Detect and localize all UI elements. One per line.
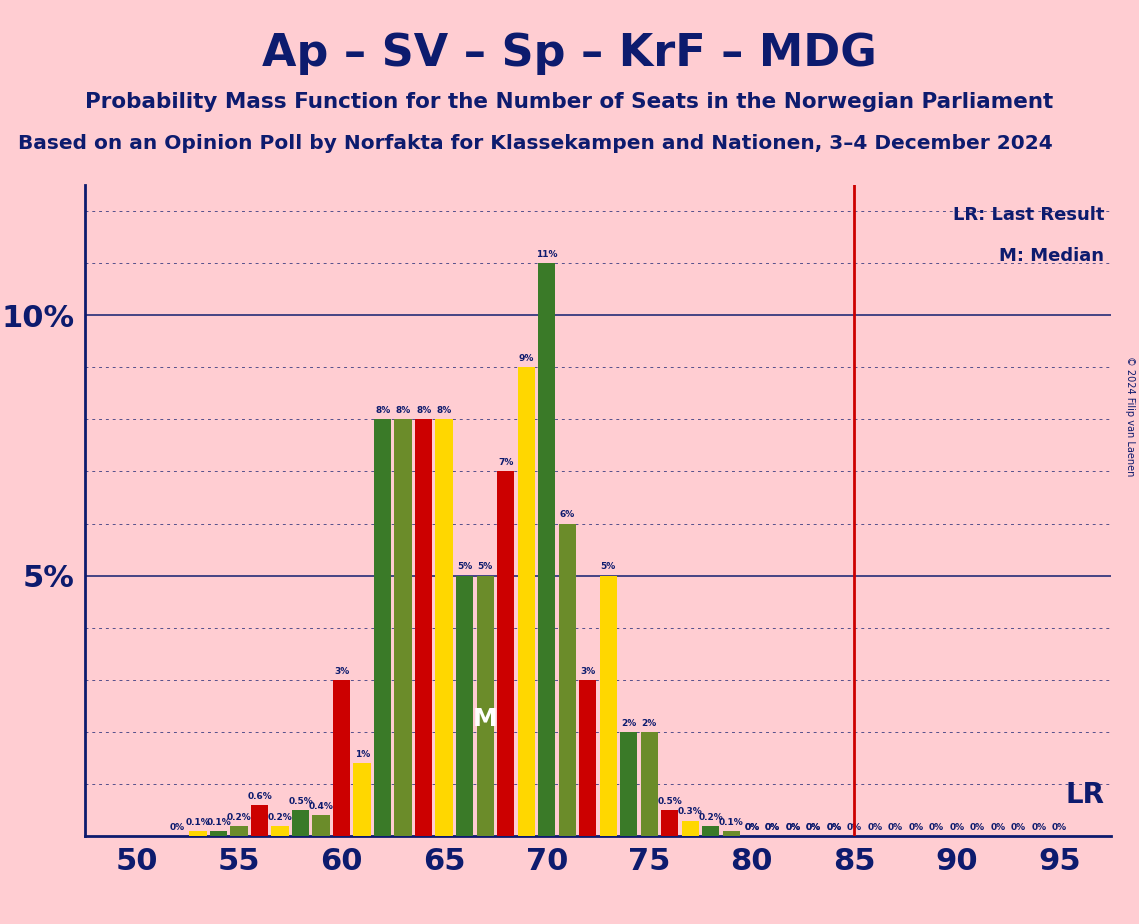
Text: Probability Mass Function for the Number of Seats in the Norwegian Parliament: Probability Mass Function for the Number… <box>85 92 1054 113</box>
Text: LR: Last Result: LR: Last Result <box>953 206 1105 224</box>
Text: 11%: 11% <box>536 249 557 259</box>
Text: 0.2%: 0.2% <box>268 812 293 821</box>
Text: 0%: 0% <box>867 823 883 832</box>
Bar <box>558 524 576 836</box>
Text: 8%: 8% <box>395 407 411 415</box>
Text: 5%: 5% <box>457 563 473 571</box>
Text: 0.5%: 0.5% <box>657 797 682 806</box>
Text: 6%: 6% <box>559 510 575 519</box>
Text: 0%: 0% <box>928 823 944 832</box>
Bar <box>230 826 248 836</box>
Text: Ap – SV – Sp – KrF – MDG: Ap – SV – Sp – KrF – MDG <box>262 32 877 76</box>
Text: 7%: 7% <box>498 458 514 468</box>
Text: 3%: 3% <box>334 667 350 675</box>
Text: 5%: 5% <box>600 563 616 571</box>
Bar <box>292 810 310 836</box>
Text: 8%: 8% <box>375 407 391 415</box>
Text: M: M <box>473 707 498 731</box>
Text: 0.6%: 0.6% <box>247 792 272 801</box>
Text: 0%: 0% <box>764 823 780 832</box>
Text: 0%: 0% <box>990 823 1006 832</box>
Bar <box>681 821 699 836</box>
Text: M: Median: M: Median <box>999 248 1105 265</box>
Text: © 2024 Filip van Laenen: © 2024 Filip van Laenen <box>1125 356 1134 476</box>
Bar <box>517 367 535 836</box>
Text: 0%: 0% <box>170 823 186 832</box>
Text: 5%: 5% <box>477 563 493 571</box>
Text: 0%: 0% <box>1051 823 1067 832</box>
Text: 9%: 9% <box>518 354 534 363</box>
Bar <box>722 831 740 836</box>
Text: Based on an Opinion Poll by Norfakta for Klassekampen and Nationen, 3–4 December: Based on an Opinion Poll by Norfakta for… <box>18 134 1052 153</box>
Text: 2%: 2% <box>621 719 637 728</box>
Text: 0%: 0% <box>826 823 842 832</box>
Text: 2%: 2% <box>641 719 657 728</box>
Bar <box>661 810 679 836</box>
Bar <box>599 576 617 836</box>
Bar <box>312 815 330 836</box>
Bar <box>497 471 515 836</box>
Text: 0%: 0% <box>887 823 903 832</box>
Text: LR: LR <box>1065 781 1105 808</box>
Text: 0%: 0% <box>805 823 821 832</box>
Text: 0.3%: 0.3% <box>678 808 703 817</box>
Bar <box>476 576 494 836</box>
Bar <box>353 763 371 836</box>
Bar <box>538 263 556 836</box>
Text: 1%: 1% <box>354 750 370 760</box>
Text: 0.5%: 0.5% <box>288 797 313 806</box>
Bar <box>415 419 433 836</box>
Text: 0.1%: 0.1% <box>206 818 231 827</box>
Text: 0%: 0% <box>764 823 780 832</box>
Text: 0%: 0% <box>1031 823 1047 832</box>
Bar <box>579 680 597 836</box>
Bar <box>640 732 658 836</box>
Text: 8%: 8% <box>436 407 452 415</box>
Text: 0%: 0% <box>785 823 801 832</box>
Bar <box>620 732 638 836</box>
Text: 8%: 8% <box>416 407 432 415</box>
Text: 0.2%: 0.2% <box>698 812 723 821</box>
Text: 0%: 0% <box>1010 823 1026 832</box>
Text: 0%: 0% <box>949 823 965 832</box>
Bar <box>210 831 228 836</box>
Text: 0.4%: 0.4% <box>309 802 334 811</box>
Text: 3%: 3% <box>580 667 596 675</box>
Bar <box>189 831 207 836</box>
Bar <box>394 419 412 836</box>
Bar <box>456 576 474 836</box>
Text: 0%: 0% <box>969 823 985 832</box>
Bar <box>435 419 453 836</box>
Text: 0%: 0% <box>744 823 760 832</box>
Text: 0.2%: 0.2% <box>227 812 252 821</box>
Text: 0.1%: 0.1% <box>719 818 744 827</box>
Bar <box>374 419 392 836</box>
Text: 0%: 0% <box>846 823 862 832</box>
Text: 0%: 0% <box>805 823 821 832</box>
Text: 0%: 0% <box>826 823 842 832</box>
Text: 0%: 0% <box>908 823 924 832</box>
Text: 0.1%: 0.1% <box>186 818 211 827</box>
Bar <box>251 805 269 836</box>
Text: 0%: 0% <box>785 823 801 832</box>
Bar <box>271 826 289 836</box>
Bar <box>702 826 720 836</box>
Text: 0%: 0% <box>744 823 760 832</box>
Bar <box>333 680 351 836</box>
